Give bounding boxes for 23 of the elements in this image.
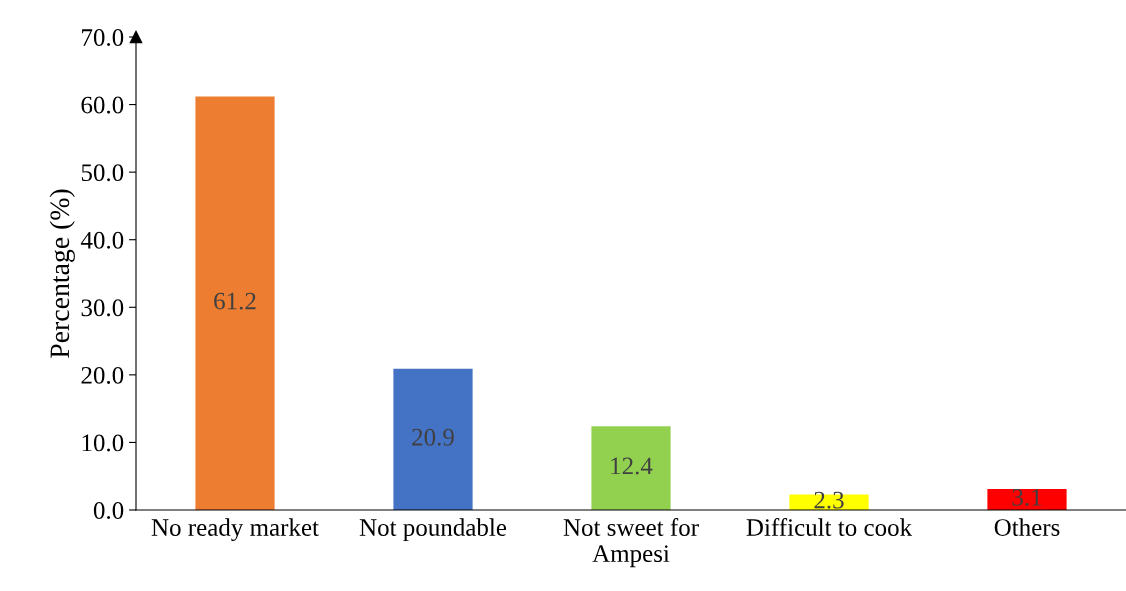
y-tick-label: 50.0 [81,164,124,182]
bar [987,489,1067,510]
data-label: 61.2 [214,292,256,310]
data-label: 2.3 [814,491,844,509]
x-tick-label: Not sweet for Ampesi [563,518,699,568]
data-label: 20.9 [412,428,454,446]
y-tick-label: 60.0 [81,96,124,114]
y-axis-title: Percentage (%) [49,189,75,358]
y-tick-label: 70.0 [82,29,124,47]
bar [591,426,671,510]
x-tick-label: Not poundable [359,518,507,542]
y-tick-label: 40.0 [80,231,124,249]
y-tick-label: 30.0 [81,299,124,317]
data-label: 3.1 [1012,488,1042,506]
y-tick-label: 20.0 [81,366,124,384]
y-tick-label: 0.0 [93,502,124,520]
bar [195,96,275,510]
x-tick-label: No ready market [151,518,319,542]
x-tick-label: Others [994,518,1060,536]
x-tick-label: Difficult to cook [746,518,913,536]
bar [393,368,473,510]
y-tick-label: 10.0 [82,434,124,452]
data-label: 12.4 [611,457,653,475]
